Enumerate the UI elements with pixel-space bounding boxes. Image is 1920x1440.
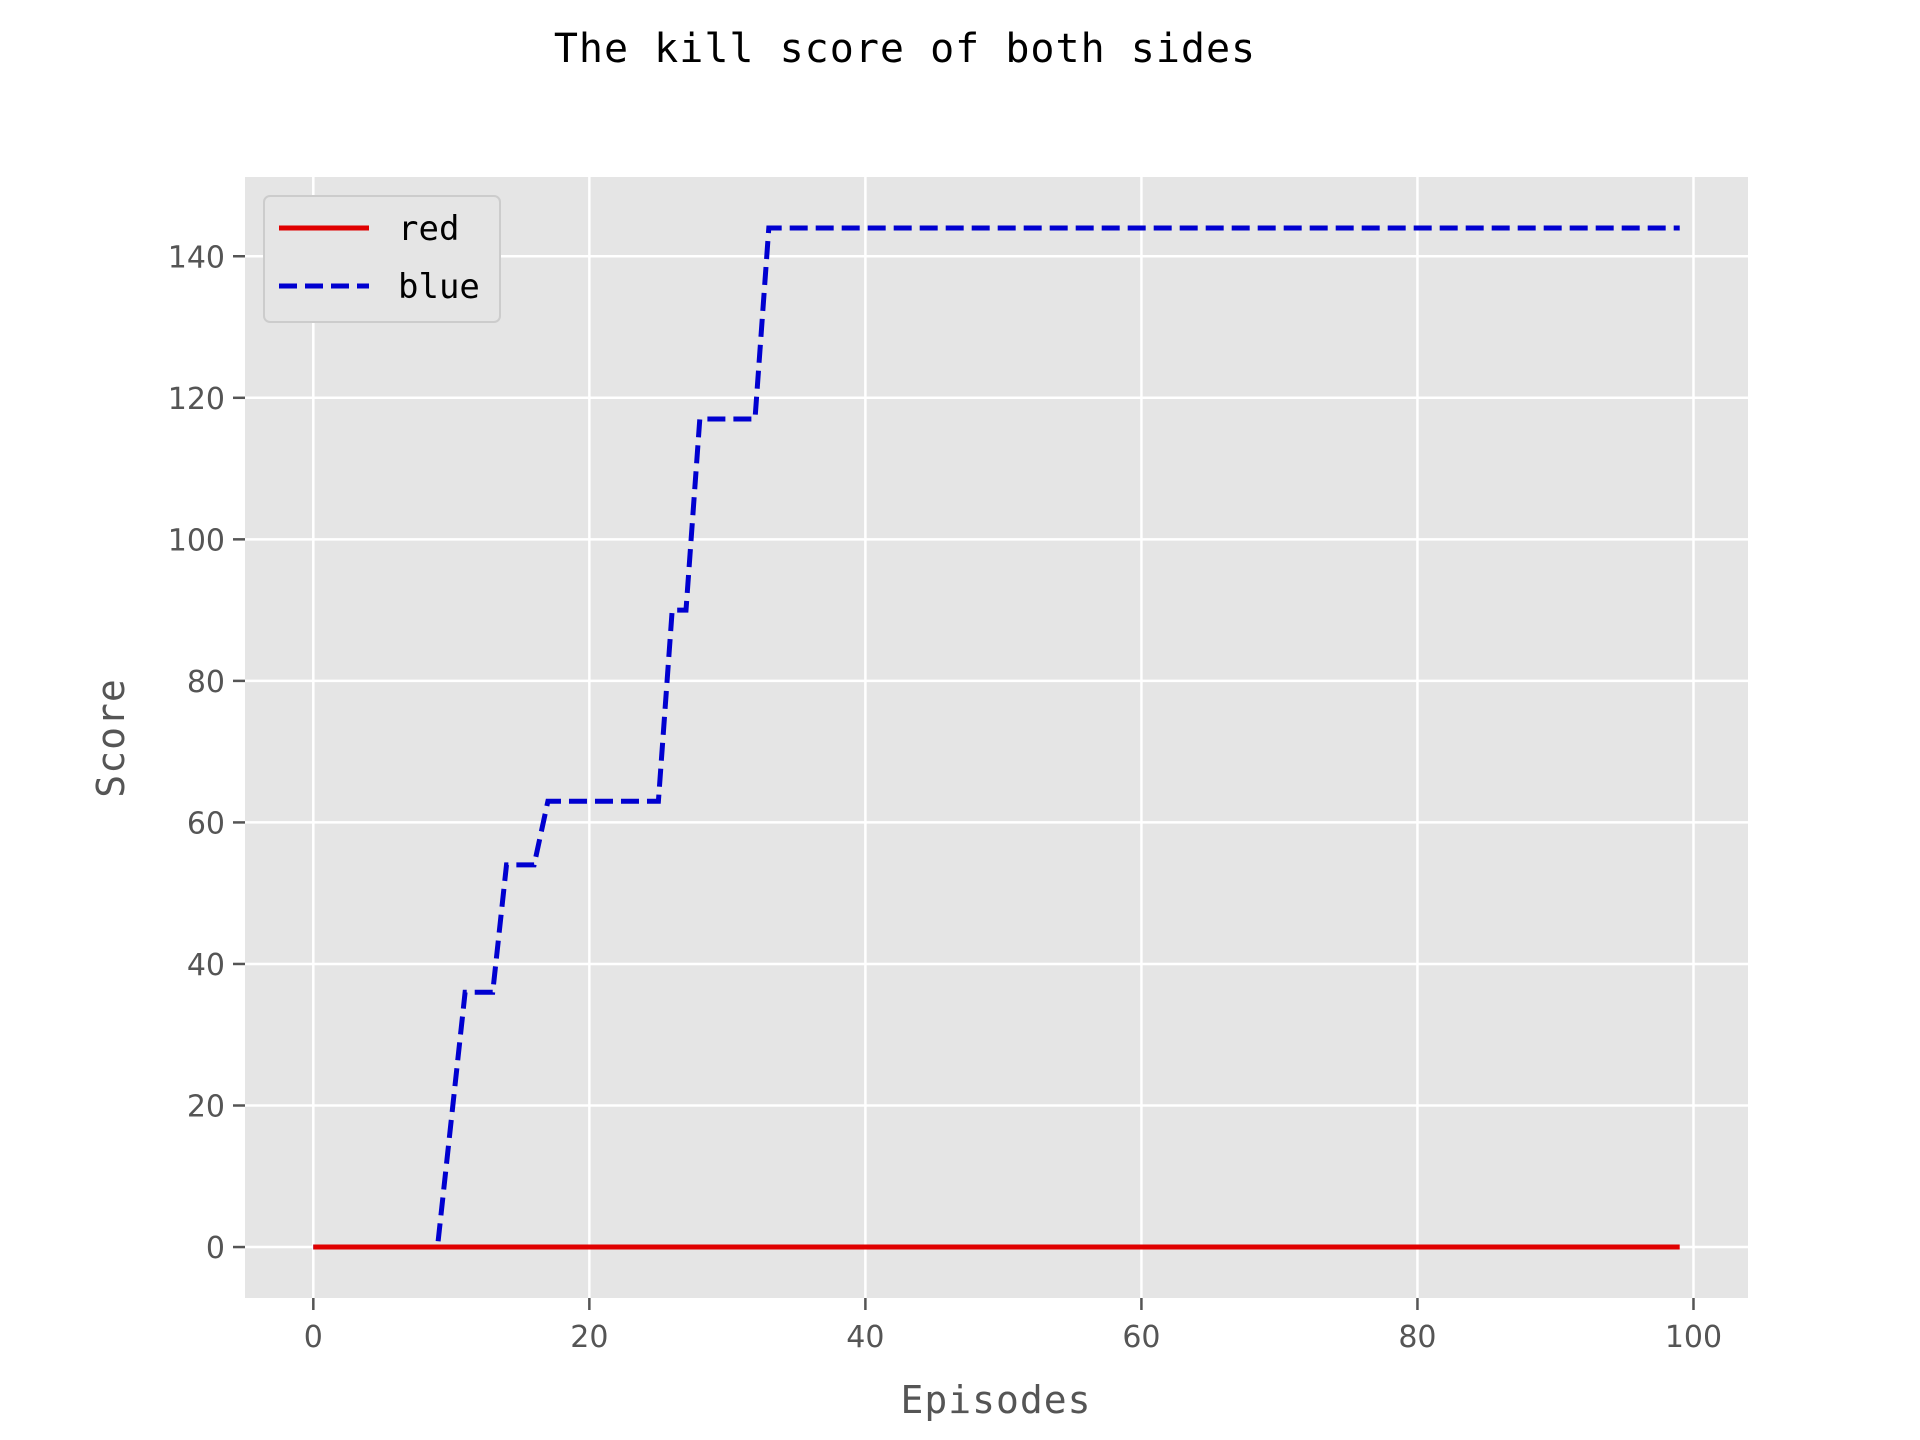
y-axis-ticks: 0 20 40 60 80 100 120 140: [168, 240, 245, 1266]
y-tick-label: 40: [187, 948, 225, 983]
y-tick-label: 100: [168, 523, 225, 558]
x-tick-label: 60: [1122, 1320, 1160, 1355]
y-tick-label: 0: [206, 1231, 225, 1266]
x-tick-label: 40: [846, 1320, 884, 1355]
y-tick-label: 60: [187, 806, 225, 841]
series-line-blue: [313, 225, 1680, 1250]
y-tick-label: 80: [187, 665, 225, 700]
x-axis-label: Episodes: [900, 1378, 1091, 1422]
x-tick-label: 0: [304, 1320, 323, 1355]
legend-label-red: red: [398, 209, 459, 249]
y-tick-label: 20: [187, 1090, 225, 1125]
plot-area: [245, 177, 1748, 1298]
x-axis-ticks: 0 20 40 60 80 100: [304, 1298, 1722, 1355]
series-group: [313, 225, 1680, 1250]
chart-title: The kill score of both sides: [554, 26, 1256, 72]
legend: red blue: [263, 195, 501, 323]
x-tick-label: 100: [1665, 1320, 1722, 1355]
grid-lines: [245, 177, 1748, 1298]
y-tick-label: 140: [168, 240, 225, 275]
legend-label-blue: blue: [398, 267, 480, 307]
x-tick-label: 80: [1398, 1320, 1436, 1355]
x-tick-label: 20: [570, 1320, 608, 1355]
y-tick-label: 120: [168, 382, 225, 417]
y-axis-label: Score: [89, 678, 133, 797]
